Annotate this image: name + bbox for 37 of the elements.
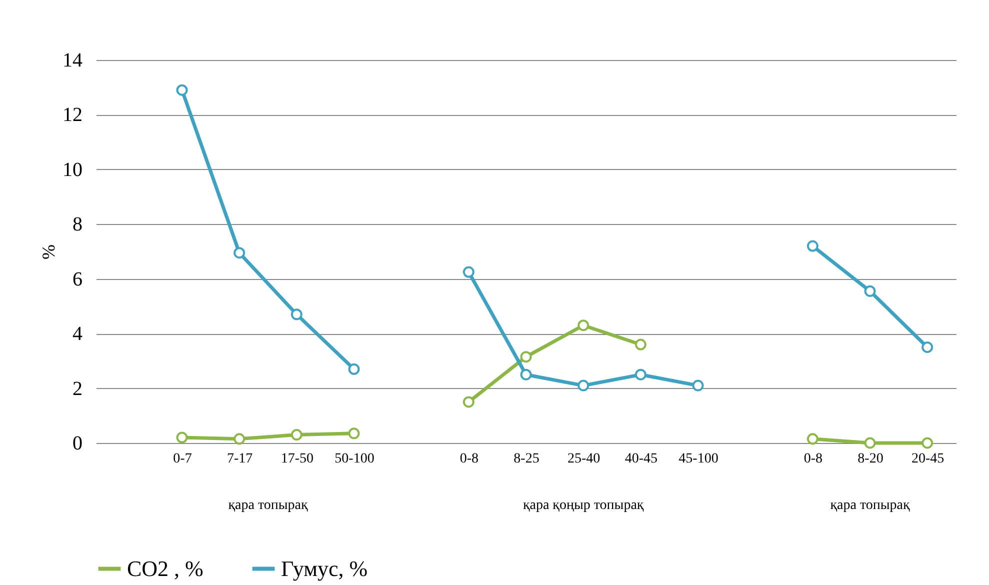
x-tick-label: 8-25 <box>514 452 540 466</box>
x-tick-label: 50-100 <box>334 452 374 466</box>
x-tick-label: 7-17 <box>226 452 253 466</box>
x-tick-label: 45-100 <box>678 452 718 466</box>
point <box>348 428 360 440</box>
x-tick-label: 0-7 <box>173 452 192 466</box>
y-tick-label: 2 <box>72 378 82 400</box>
point <box>922 437 934 449</box>
y-tick-label: 10 <box>62 158 82 181</box>
y-tick-label: 4 <box>72 323 82 346</box>
text: қара қоңыр топырақ <box>522 498 644 513</box>
x-tick-label: 17-50 <box>280 452 314 466</box>
y-tick-label: 14 <box>62 50 82 72</box>
point <box>234 433 246 445</box>
point <box>864 437 876 449</box>
x-tick-label: 8-20 <box>858 452 884 466</box>
legend-label: CO2 , % <box>127 556 204 581</box>
x-tick-label: 40-45 <box>624 452 658 466</box>
text: қара топырақ <box>228 498 308 513</box>
x-tick-label: 0-8 <box>460 452 479 466</box>
y-tick-label: 0 <box>72 432 82 454</box>
point <box>176 84 188 96</box>
point <box>290 429 302 441</box>
x-tick-label: 25-40 <box>567 452 600 466</box>
y-tick-label: 8 <box>72 214 82 236</box>
point <box>348 363 360 375</box>
x-tick-label: 0-8 <box>804 452 823 466</box>
point <box>806 433 818 445</box>
y-axis-title: % <box>38 244 58 260</box>
point <box>290 308 302 320</box>
text: қара топырақ <box>830 498 910 513</box>
y-tick-label: 6 <box>72 268 82 290</box>
y-tick-label: 12 <box>62 104 82 126</box>
x-tick-label: 20-45 <box>911 452 944 466</box>
point <box>234 247 246 259</box>
legend-label: Гумус, % <box>281 556 368 581</box>
point <box>176 432 188 444</box>
